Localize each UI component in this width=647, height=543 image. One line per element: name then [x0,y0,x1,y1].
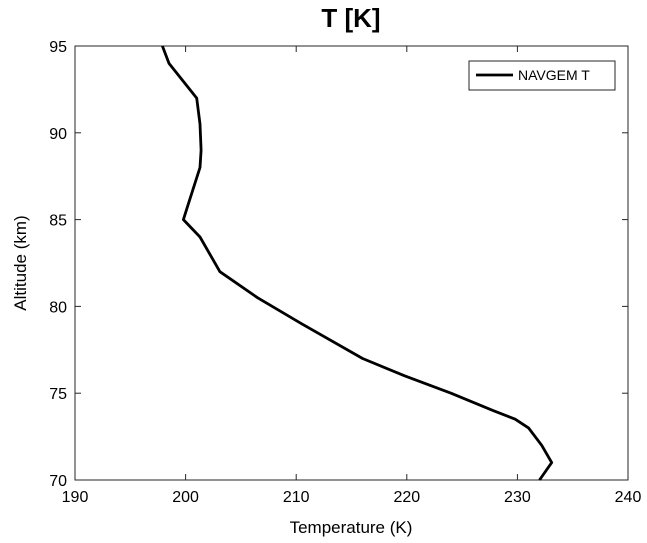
chart-title: T [K] [321,3,380,33]
y-tick-label: 90 [49,126,67,143]
series-layer [161,45,554,481]
x-tick-label: 220 [393,489,420,506]
x-tick-label: 240 [615,489,642,506]
plot-area [74,45,629,481]
legend-label-navgem-t: NAVGEM T [518,67,590,83]
plot-frame [74,45,629,481]
x-tick-label: 190 [62,489,89,506]
legend: NAVGEM T [468,60,616,91]
y-tick-label: 95 [49,39,67,56]
y-tick-label: 85 [49,213,67,230]
x-tick-label: 200 [172,489,199,506]
x-tick-label: 210 [283,489,310,506]
x-ticks: 190 200 210 220 230 240 [62,46,642,506]
x-tick-label: 230 [504,489,531,506]
y-ticks: 70 75 80 85 90 95 [49,39,628,490]
y-tick-label: 80 [49,299,67,316]
y-tick-label: 70 [49,473,67,490]
series-line-navgem-t [161,45,554,481]
y-axis-label: Altitude (km) [11,215,30,310]
y-tick-label: 75 [49,386,67,403]
x-axis-label: Temperature (K) [290,518,413,537]
